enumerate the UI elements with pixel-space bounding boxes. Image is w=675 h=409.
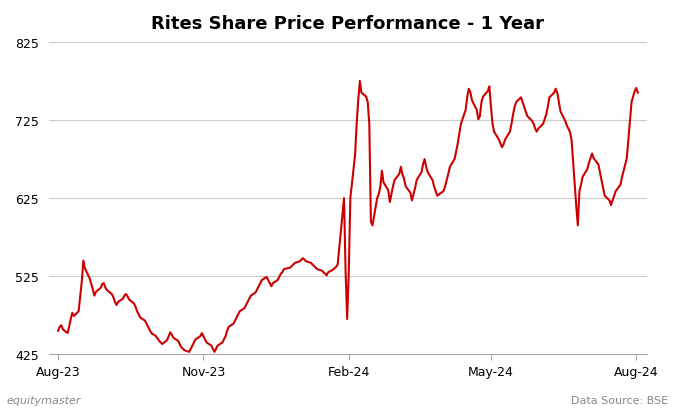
Text: equitymaster: equitymaster xyxy=(7,395,81,405)
Text: Data Source: BSE: Data Source: BSE xyxy=(571,395,668,405)
Title: Rites Share Price Performance - 1 Year: Rites Share Price Performance - 1 Year xyxy=(151,15,545,33)
